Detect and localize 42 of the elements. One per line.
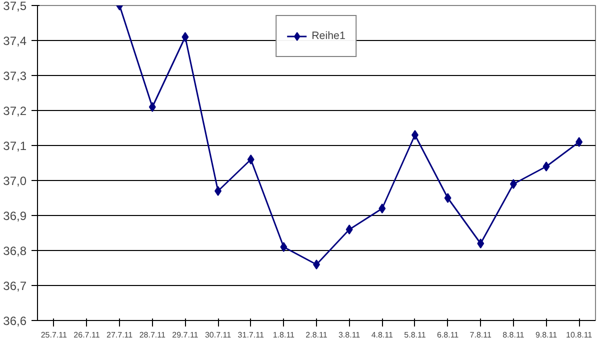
x-tick-label: 9.8.11 [535, 330, 558, 340]
point [182, 32, 189, 42]
point [214, 186, 222, 196]
y-tick-label: 37,5 [3, 0, 27, 13]
x-tick-label: 3.8.11 [338, 330, 361, 340]
x-tick-label: 30.7.11 [204, 330, 232, 340]
point [378, 204, 386, 214]
point [148, 102, 156, 112]
y-tick-label: 36,8 [3, 244, 27, 258]
x-tick-label: 25.7.11 [40, 330, 68, 340]
y-tick-label: 37,2 [3, 104, 27, 118]
point [542, 162, 550, 172]
x-tick-label: 5.8.11 [404, 330, 426, 340]
point [510, 179, 517, 189]
x-tick-label: 29.7.11 [172, 330, 199, 340]
x-tick-label: 26.7.11 [74, 330, 100, 340]
point [477, 238, 484, 248]
point [280, 242, 288, 252]
point [576, 137, 583, 147]
point [313, 260, 320, 270]
point [346, 224, 353, 234]
x-tick-label: 7.8.11 [470, 330, 492, 340]
point [444, 193, 452, 203]
x-tick-label: 28.7.11 [139, 330, 166, 340]
x-tick-label: 1.8.11 [272, 330, 296, 340]
point [247, 154, 254, 164]
y-tick-label: 36,9 [3, 209, 27, 223]
x-tick-label: 31.7.11 [238, 330, 264, 340]
x-tick-label: 4.8.11 [371, 330, 394, 340]
y-tick-label: 37,4 [3, 34, 27, 48]
x-tick-label: 8.8.11 [502, 330, 525, 340]
y-tick-label: 37,3 [3, 69, 27, 83]
x-tick-label: 2.8.11 [306, 330, 328, 340]
y-tick-label: 36,6 [3, 314, 27, 328]
legend-label: Reihe1 [312, 30, 346, 42]
x-tick-label: 10.8.11 [566, 330, 593, 340]
y-tick-label: 37,1 [3, 139, 27, 153]
y-tick-label: 37,0 [3, 174, 27, 188]
y-tick-label: 36,7 [3, 279, 27, 293]
point [411, 130, 418, 140]
x-tick-label: 6.8.11 [436, 330, 460, 340]
x-tick-label: 27.7.11 [106, 330, 134, 340]
